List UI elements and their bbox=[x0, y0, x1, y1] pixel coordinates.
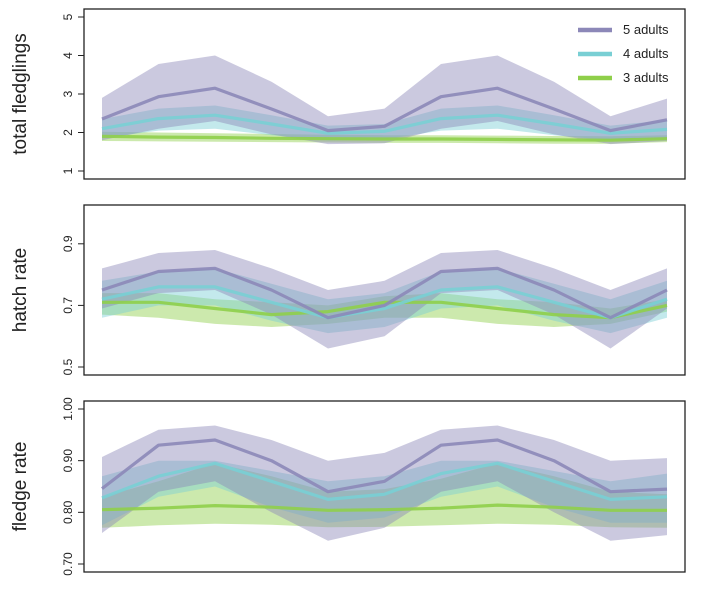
line-5-adults bbox=[101, 438, 668, 494]
y-tick-label: 4 bbox=[61, 52, 75, 59]
y-tick-label: 0.80 bbox=[61, 500, 75, 524]
legend-label: 4 adults bbox=[623, 46, 669, 61]
legend-label: 3 adults bbox=[623, 70, 669, 85]
line-4-adults bbox=[101, 285, 668, 320]
line-5-adults bbox=[101, 266, 668, 320]
y-tick-label: 5 bbox=[61, 13, 75, 20]
panel-3: 0.70 0.80 0.90 1.00 fledge rate bbox=[10, 397, 686, 576]
y-tick-label: 0.7 bbox=[61, 297, 75, 314]
y-tick-label: 0.5 bbox=[61, 358, 75, 375]
y-tick-label: 3 bbox=[61, 90, 75, 97]
line-3-adults bbox=[101, 503, 667, 512]
y-tick-label: 1 bbox=[61, 167, 75, 174]
y-tick-label: 2 bbox=[61, 129, 75, 136]
y-axis-label: total fledglings bbox=[10, 33, 31, 154]
line-5-adults bbox=[101, 86, 668, 133]
band-5-adults bbox=[102, 250, 667, 349]
y-tick-label: 1.00 bbox=[61, 397, 75, 421]
y-tick-label: 0.70 bbox=[61, 552, 75, 576]
band-5-adults bbox=[102, 425, 667, 541]
plot-frame bbox=[83, 400, 686, 573]
panel-1: 1 2 3 4 5 total fledglings bbox=[10, 8, 686, 180]
y-axis-label: hatch rate bbox=[10, 248, 31, 333]
line-4-adults bbox=[101, 461, 668, 501]
line-4-adults bbox=[101, 113, 668, 135]
legend: 5 adults 4 adults 3 adults bbox=[578, 22, 669, 85]
legend-label: 5 adults bbox=[623, 22, 669, 37]
y-tick-label: 0.90 bbox=[61, 449, 75, 473]
y-tick-label: 0.9 bbox=[61, 235, 75, 252]
plot-frame bbox=[83, 204, 686, 376]
line-3-adults bbox=[101, 134, 668, 142]
band-5-adults bbox=[102, 55, 667, 145]
band-4-adults bbox=[102, 105, 667, 141]
line-3-adults bbox=[102, 300, 668, 320]
panel-2: 0.5 0.7 0.9 hatch rate bbox=[10, 204, 686, 376]
y-axis-label: fledge rate bbox=[10, 442, 31, 532]
